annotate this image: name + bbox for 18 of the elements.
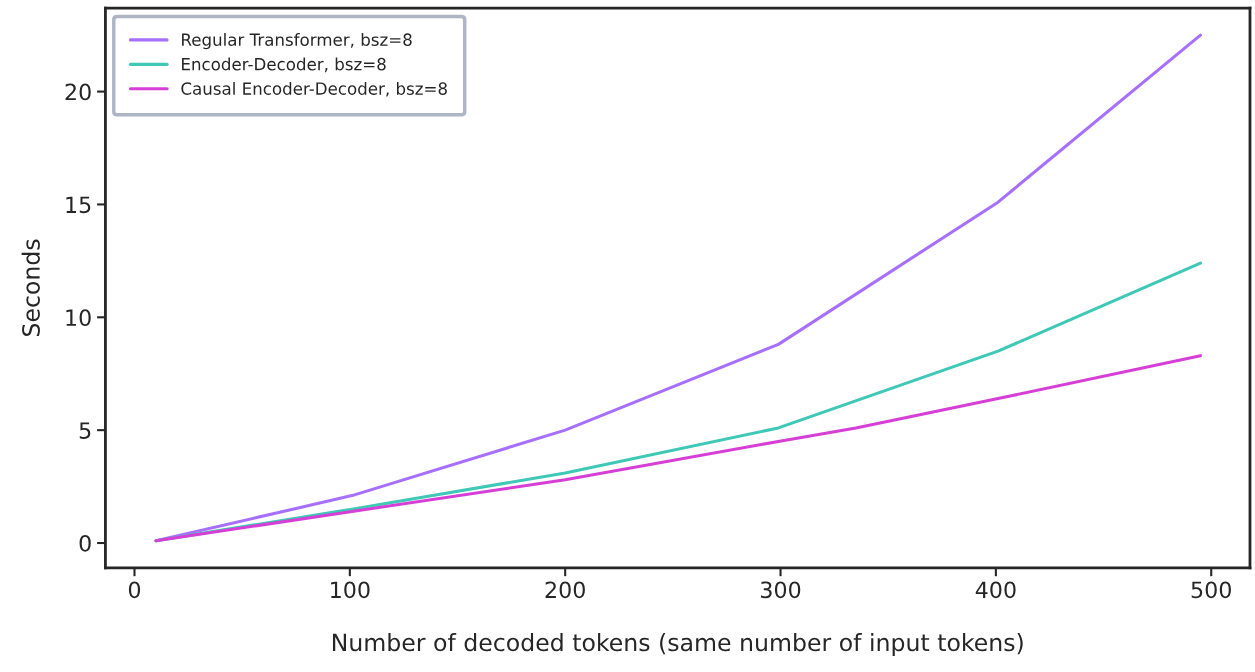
y-tick-label: 5 — [79, 422, 91, 439]
y-tick-label: 15 — [66, 196, 91, 214]
x-tick-label: 400 — [975, 581, 1016, 599]
x-tick-label: 0 — [128, 581, 141, 599]
legend-label: Causal Encoder-Decoder, bsz=8 — [181, 81, 447, 97]
y-tick-label: 20 — [65, 83, 91, 101]
x-tick-label: 300 — [761, 581, 801, 599]
y-axis-title: Seconds — [21, 239, 40, 336]
legend-label: Regular Transformer, bsz=8 — [182, 33, 412, 50]
x-tick-label: 500 — [1191, 581, 1231, 599]
x-tick-label: 200 — [545, 581, 585, 599]
x-tick-label: 100 — [331, 581, 370, 599]
y-tick-label: 0 — [79, 534, 91, 552]
y-tick-label: 10 — [66, 309, 91, 327]
line-series — [154, 354, 1202, 543]
x-axis-title: Number of decoded tokens (same number of input tokens) — [332, 633, 1023, 656]
legend-label: Encoder-Decoder, bsz=8 — [182, 57, 386, 73]
line-series — [154, 33, 1202, 543]
